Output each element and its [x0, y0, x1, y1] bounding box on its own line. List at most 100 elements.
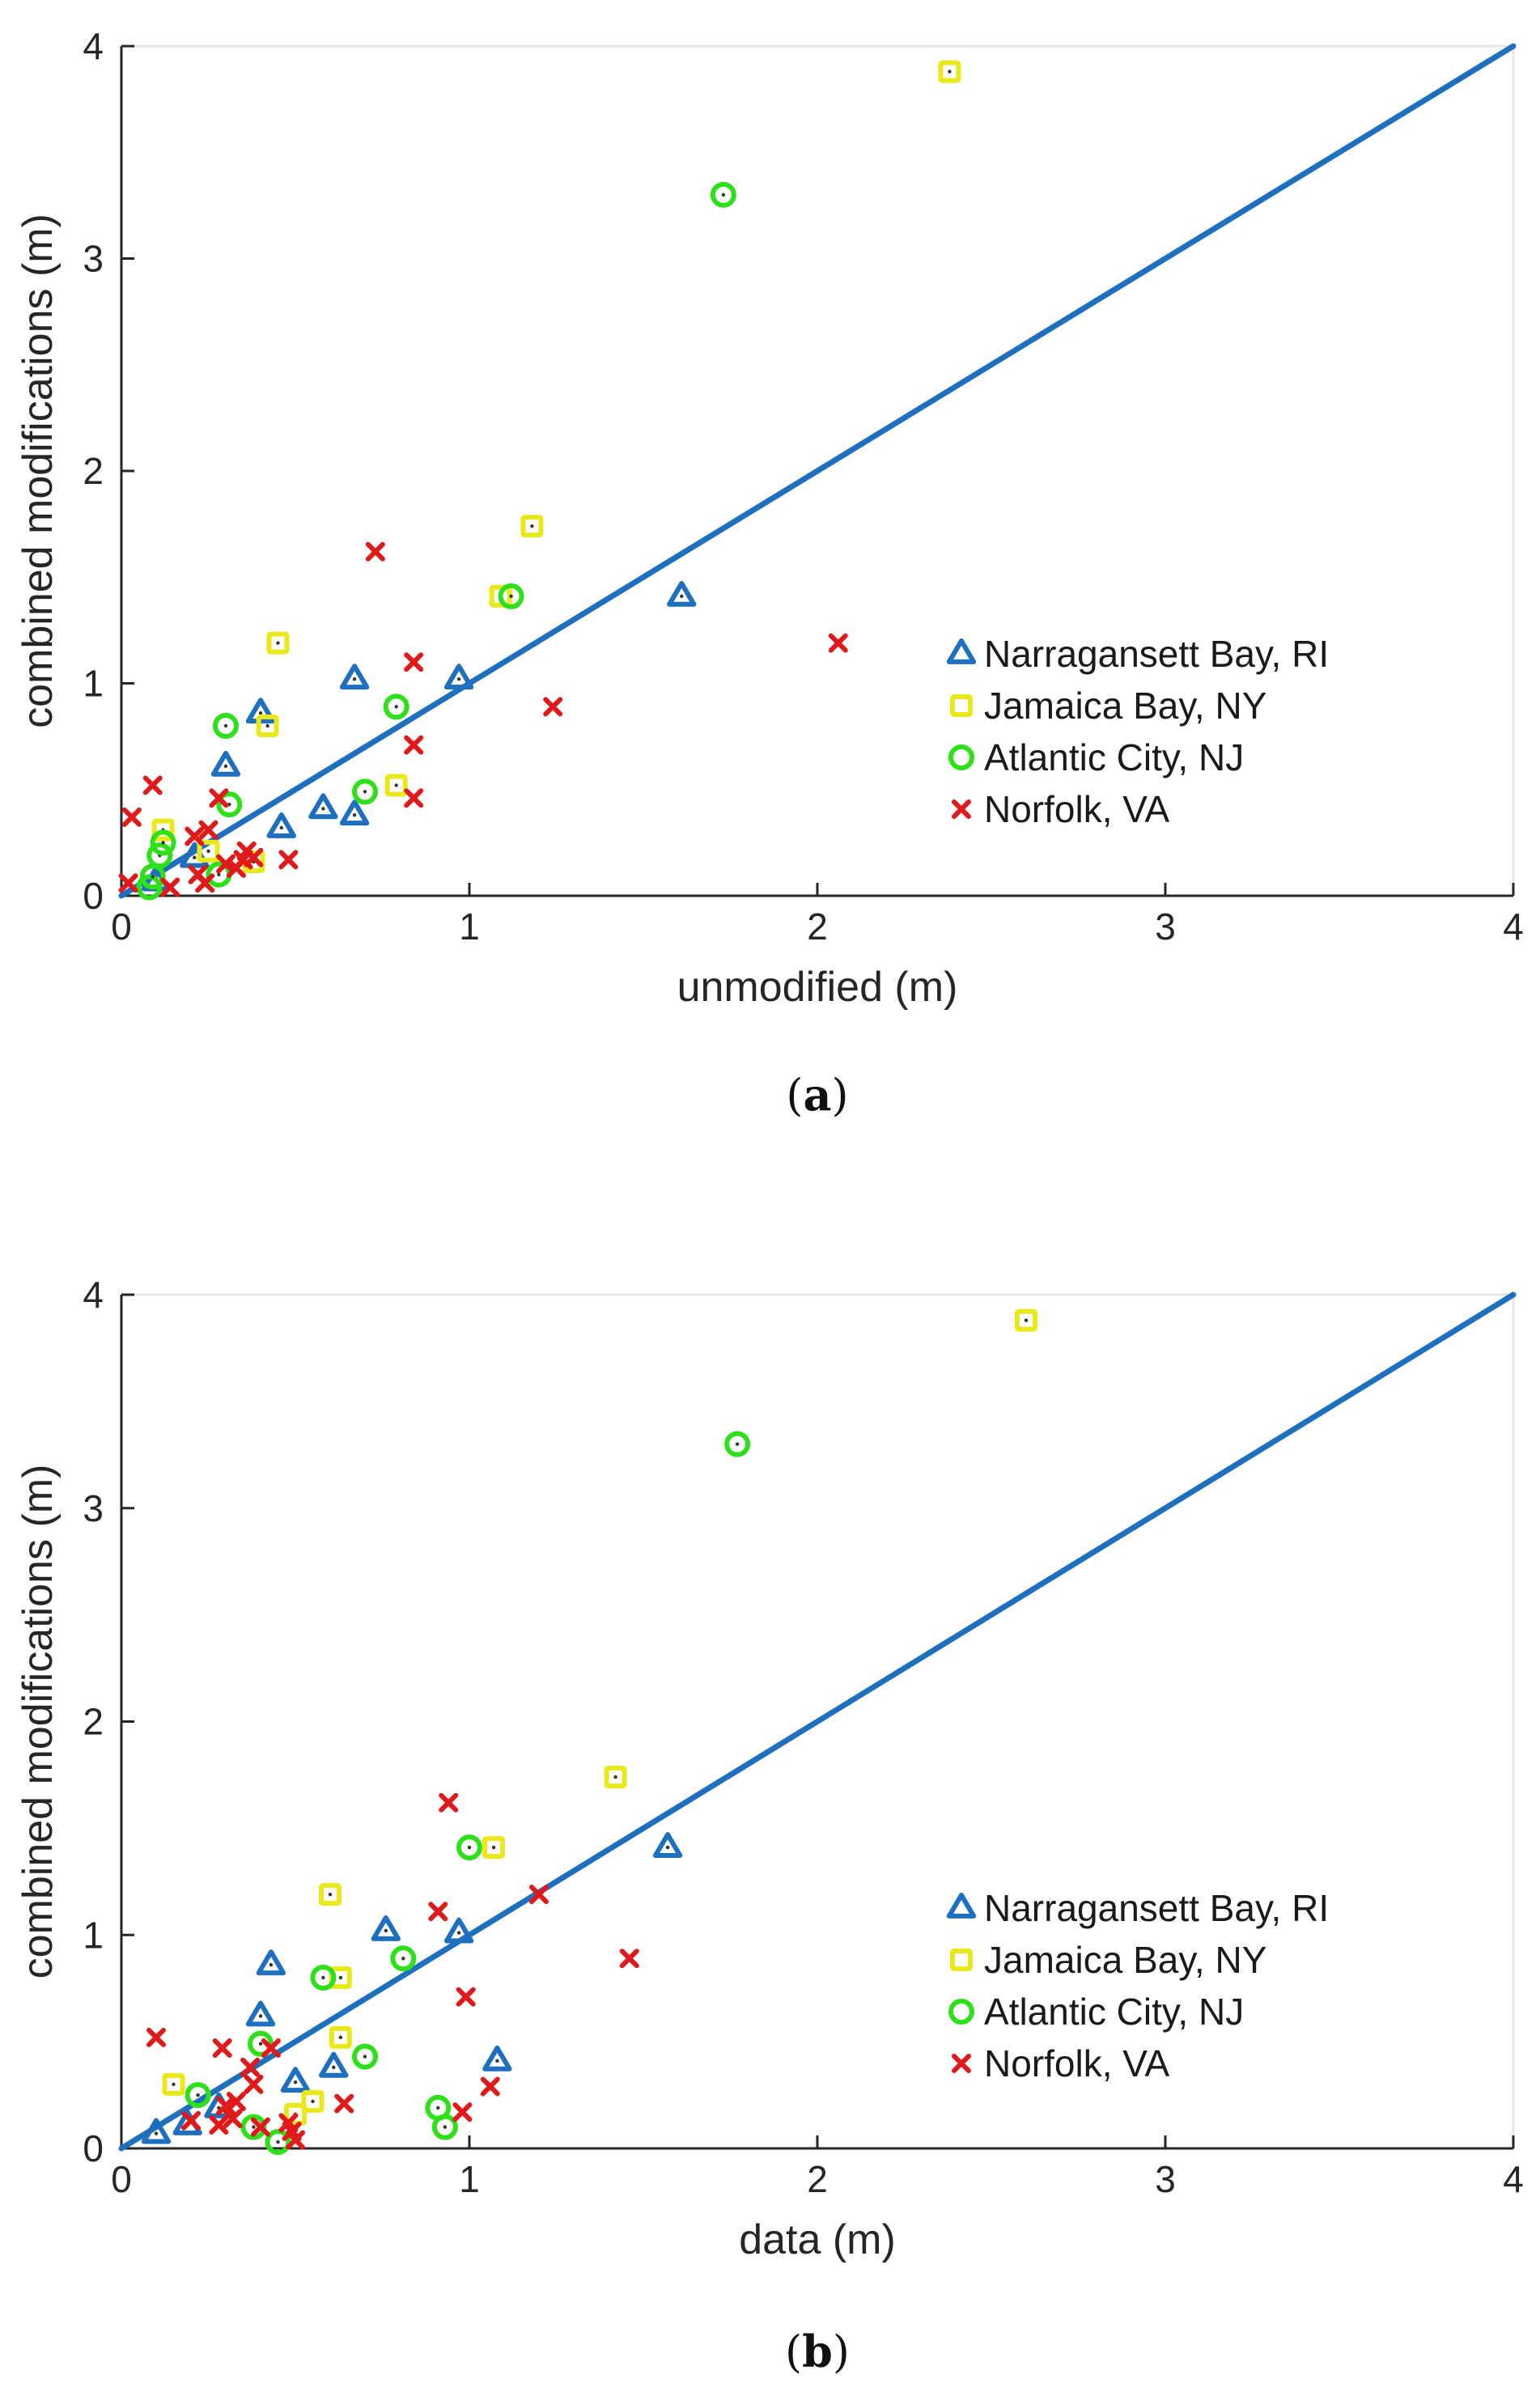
panel-a-legend-marker-triangle	[946, 638, 977, 664]
panel-b-point-center-dot	[735, 1442, 740, 1446]
panel-b-point-circle	[265, 2129, 291, 2156]
panel-a-point-center-dot	[680, 594, 684, 599]
panel-a-point-circle	[352, 778, 378, 805]
panel-b-point-triangle	[141, 2118, 172, 2144]
panel-b-point-x	[209, 2114, 229, 2135]
panel-a-point-x	[365, 541, 385, 562]
panel-a-legend-marker-x	[952, 799, 971, 819]
panel-a-point-square	[266, 631, 290, 655]
panel-b-point-x	[240, 2057, 261, 2077]
panel-b-y-tick-label: 3	[83, 1487, 104, 1529]
panel-b-legend-label: Jamaica Bay, NY	[984, 1939, 1266, 1981]
panel-a-point-x	[278, 850, 299, 870]
panel-a-legend-label: Norfolk, VA	[984, 788, 1170, 830]
panel-b-y-tick-label: 2	[83, 1701, 104, 1743]
panel-b-x-tick-label: 2	[807, 2158, 828, 2200]
panel-a-point-x	[160, 877, 180, 897]
panel-b-point-center-dot	[252, 2125, 256, 2129]
panel-b-point-x	[286, 2130, 305, 2150]
panel-b-point-center-dot	[258, 2014, 263, 2018]
panel-b-point-x	[480, 2076, 500, 2097]
panel-a-point-x	[185, 826, 205, 846]
panel-a-x-tick-label: 2	[807, 905, 828, 948]
panel-a-point-center-dot	[721, 193, 726, 197]
panel-a-x-tick-label: 3	[1155, 905, 1176, 948]
panel-b-point-center-dot	[443, 2125, 448, 2129]
panel-a-point-center-dot	[509, 594, 513, 599]
panel-b-point-center-dot	[456, 1931, 461, 1935]
panel-b-point-circle	[724, 1431, 751, 1457]
panel-a-label-letter: a	[804, 1069, 832, 1121]
panel-b-y-tick-label: 0	[83, 2127, 104, 2169]
panel-b-point-center-dot	[401, 1957, 405, 1961]
panel-b-point-center-dot	[269, 1962, 274, 1967]
panel-b-legend: Narragansett Bay, RI Jamaica Bay, NY Atlan…	[946, 1887, 1329, 2084]
panel-a-point-square	[197, 839, 220, 863]
panel-b-point-square	[604, 1766, 627, 1789]
panel-a-point-square	[520, 515, 544, 538]
panel-b-series-atlantic-city-nj	[185, 1431, 751, 2156]
panel-a-y-tick-label: 0	[83, 875, 104, 917]
panel-b-point-center-dot	[154, 2131, 159, 2135]
panel-b-point-circle	[240, 2114, 267, 2140]
panel-a-label-open-paren: (	[786, 1070, 803, 1121]
panel-b-point-triangle	[371, 1915, 401, 1941]
panel-b-y-tick-label: 4	[83, 1274, 104, 1316]
panel-b-point-x	[226, 2091, 246, 2111]
panel-a-point-triangle	[443, 664, 474, 690]
panel-a-label: (a)	[786, 1069, 848, 1121]
panel-a-point-triangle	[339, 799, 370, 826]
panel-a-point-x	[195, 873, 215, 893]
panel-b-point-triangle	[652, 1832, 683, 1859]
panel-a-point-center-dot	[258, 711, 263, 715]
panel-b-legend-marker-x	[952, 2054, 971, 2073]
panel-a-point-center-dot	[456, 677, 461, 681]
panel-a-point-center-dot	[394, 783, 398, 787]
panel-b-point-square	[482, 1836, 506, 1860]
panel-b-point-center-dot	[332, 2065, 336, 2069]
panel-b-point-center-dot	[467, 1845, 472, 1850]
panel-a-point-center-dot	[363, 790, 367, 794]
panel-a-point-x	[216, 854, 235, 874]
panel-a-y-tick-label: 2	[83, 450, 104, 492]
panel-a-point-circle	[710, 181, 736, 208]
panel-b-legend-label: Narragansett Bay, RI	[984, 1887, 1329, 1929]
panel-a-point-x	[244, 847, 264, 867]
panel-b-label-letter: b	[802, 2326, 833, 2377]
panel-b-point-center-dot	[1024, 1318, 1029, 1322]
panel-b-point-center-dot	[196, 2093, 200, 2097]
panel-b-point-center-dot	[172, 2082, 176, 2087]
panel-a-point-center-dot	[206, 849, 210, 854]
panel-b-point-circle	[431, 2114, 458, 2140]
panel-a-legend-marker-circle	[948, 744, 974, 770]
panel-b-point-center-dot	[311, 2099, 315, 2104]
panel-b-point-center-dot	[495, 2059, 499, 2063]
panel-a-point-square	[938, 60, 961, 83]
panel-b-point-center-dot	[491, 1845, 496, 1850]
panel-a-y-axis-label: combined modifications (m)	[15, 214, 62, 728]
panel-b-point-x	[251, 2117, 270, 2137]
panel-b-legend-marker-triangle	[946, 1893, 977, 1919]
panel-a-point-square	[256, 715, 279, 737]
panel-b-one-to-one-line	[118, 1291, 1517, 2152]
panel-a-y-tick-label: 1	[83, 663, 104, 705]
panel-a-x-tick-label: 4	[1503, 905, 1524, 948]
panel-b-point-square	[329, 2025, 352, 2049]
panel-a-point-x	[404, 735, 424, 755]
panel-a-y-tick-label: 3	[83, 238, 104, 280]
panel-a-point-center-dot	[217, 872, 221, 876]
panel-b-point-x	[212, 2038, 232, 2059]
panel-b-point-x	[146, 2027, 166, 2047]
panel-b-point-triangle	[280, 2067, 311, 2093]
panel-b-point-x	[456, 1987, 476, 2007]
panel-a-one-to-one-line	[118, 43, 1517, 899]
panel-a-point-center-dot	[223, 764, 228, 769]
panel-b-chart: 0 1 2 3 4 0 1 2 3 4 data (m) combined modifications…	[15, 1274, 1524, 2377]
panel-a-point-triangle	[266, 812, 296, 838]
panel-a-point-center-dot	[352, 677, 357, 681]
panel-a-point-circle	[383, 693, 409, 720]
panel-a-point-center-dot	[276, 641, 280, 645]
panel-b-label-open-paren: (	[785, 2326, 802, 2377]
panel-a-point-triangle	[339, 664, 370, 690]
panel-a-point-center-dot	[352, 813, 357, 817]
